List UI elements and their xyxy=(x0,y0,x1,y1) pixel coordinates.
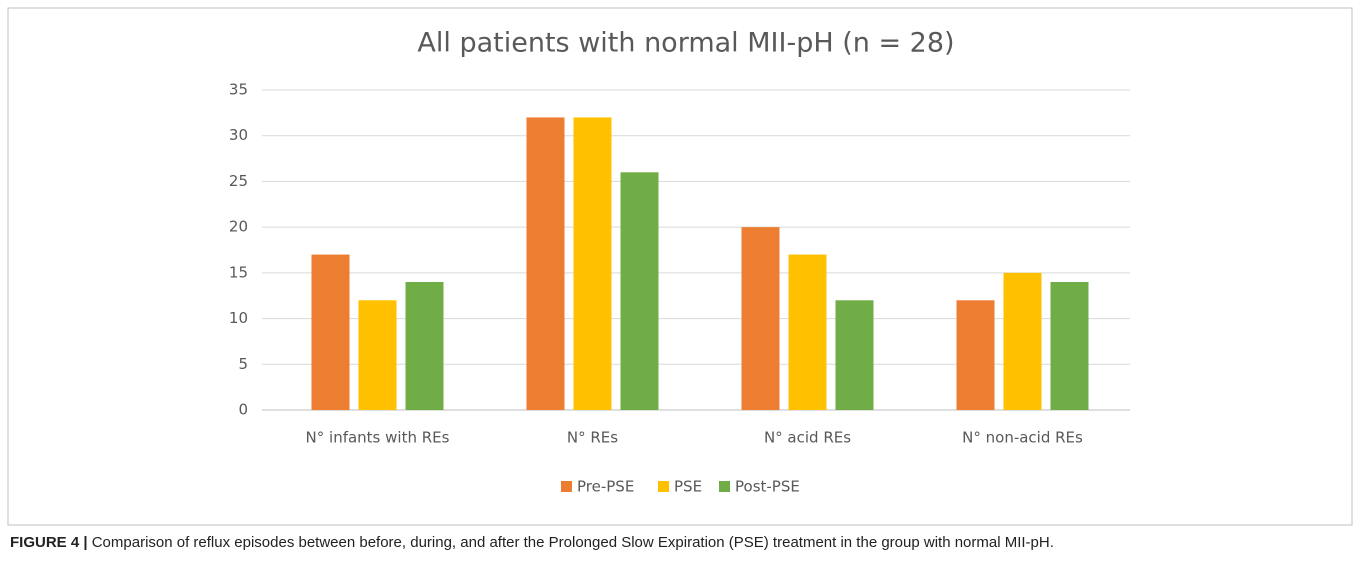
x-tick-label: N° acid REs xyxy=(764,429,851,447)
y-tick-label: 30 xyxy=(229,126,248,144)
bar xyxy=(741,227,780,410)
y-tick-label: 5 xyxy=(238,355,248,373)
bar xyxy=(835,300,874,410)
chart-title: All patients with normal MII-pH (n = 28) xyxy=(417,28,954,59)
y-tick-label: 20 xyxy=(229,218,248,236)
y-tick-label: 15 xyxy=(229,263,248,281)
bar xyxy=(311,254,350,410)
bar xyxy=(358,300,397,410)
legend-swatch xyxy=(561,481,572,492)
bar xyxy=(956,300,995,410)
bar xyxy=(1003,272,1042,410)
x-tick-label: N° non-acid REs xyxy=(962,429,1083,447)
chart-frame xyxy=(7,7,1353,526)
x-tick-label: N° infants with REs xyxy=(306,429,450,447)
caption: FIGURE 4 | Comparison of reflux episodes… xyxy=(10,534,1350,551)
bar xyxy=(573,117,612,410)
legend-swatch xyxy=(658,481,669,492)
bar xyxy=(526,117,565,410)
x-tick-label: N° REs xyxy=(567,429,618,447)
bar xyxy=(788,254,827,410)
bar xyxy=(405,282,444,410)
chart: All patients with normal MII-pH (n = 28)… xyxy=(7,7,1353,526)
y-tick-label: 10 xyxy=(229,309,248,327)
y-tick-label: 0 xyxy=(238,401,248,419)
caption-label: FIGURE 4 | xyxy=(10,534,88,551)
y-tick-label: 35 xyxy=(229,81,248,99)
bar xyxy=(1050,282,1089,410)
legend-label: PSE xyxy=(674,478,702,496)
bar xyxy=(620,172,659,410)
y-tick-label: 25 xyxy=(229,172,248,190)
caption-text: Comparison of reflux episodes between be… xyxy=(91,534,1054,551)
legend-label: Post-PSE xyxy=(735,478,800,496)
legend-swatch xyxy=(719,481,730,492)
legend-label: Pre-PSE xyxy=(577,478,634,496)
